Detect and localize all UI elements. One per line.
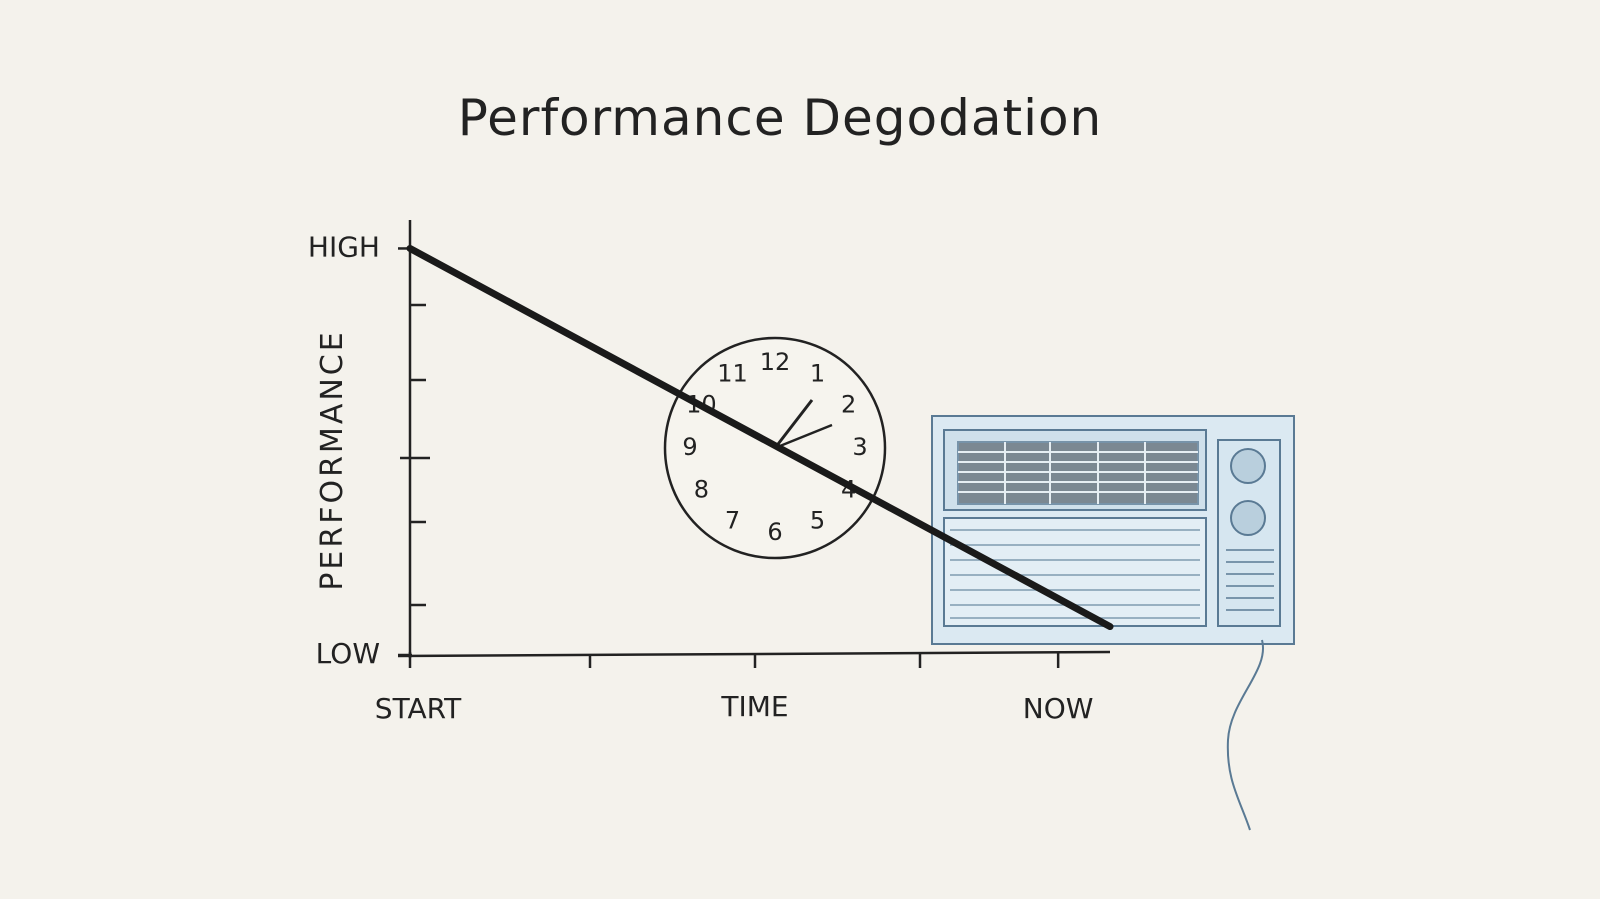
ac-unit xyxy=(931,415,1295,831)
x-axis-label: TIME xyxy=(720,690,788,723)
axes xyxy=(397,220,1111,668)
chart-title: Performance Degodation xyxy=(458,89,1103,147)
clock-numeral: 1 xyxy=(810,359,825,387)
clock-numeral: 8 xyxy=(694,476,709,504)
y-axis-label: PERFORMANCE xyxy=(315,329,350,590)
clock-numeral: 5 xyxy=(810,507,825,535)
x-tick-label: START xyxy=(375,692,462,725)
clock-numeral: 11 xyxy=(717,359,748,387)
clock-numeral: 2 xyxy=(841,391,856,419)
clock-numeral: 12 xyxy=(760,348,791,376)
clock-numeral: 3 xyxy=(852,433,867,461)
data-line xyxy=(406,244,1114,631)
y-tick-label: HIGH xyxy=(308,230,380,263)
clock-numeral: 6 xyxy=(767,518,782,546)
clock-numeral: 9 xyxy=(682,433,697,461)
x-tick-label: NOW xyxy=(1023,692,1094,725)
y-tick-label: LOW xyxy=(316,637,380,670)
clock-numeral: 7 xyxy=(725,507,740,535)
